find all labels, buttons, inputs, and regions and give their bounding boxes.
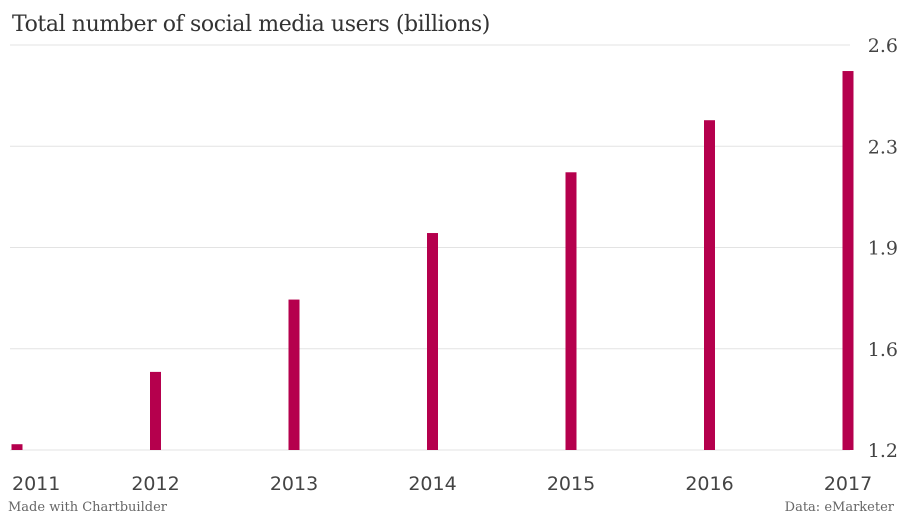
x-tick-label: 2011: [12, 473, 60, 495]
bar-2013: [288, 299, 300, 450]
x-tick-label: 2012: [131, 473, 179, 495]
x-tick-label: 2015: [547, 473, 595, 495]
bar-2015: [565, 172, 577, 451]
y-tick-label: 1.6: [868, 339, 898, 361]
y-tick-label: 2.6: [868, 35, 898, 57]
x-tick-label: 2016: [685, 473, 733, 495]
y-tick-label: 2.3: [868, 136, 898, 158]
data-source: Data: eMarketer: [784, 500, 894, 515]
x-tick-label: 2013: [270, 473, 318, 495]
bar-2011: [11, 444, 23, 450]
x-tick-label: 2017: [824, 473, 872, 495]
bar-2014: [427, 233, 438, 450]
y-tick-label: 1.9: [868, 238, 898, 260]
bar-2017: [842, 71, 854, 451]
bar-2012: [150, 371, 161, 450]
chartbuilder-credit: Made with Chartbuilder: [8, 500, 167, 515]
bar-2016: [704, 120, 715, 450]
x-tick-label: 2014: [408, 473, 456, 495]
chart-title: Total number of social media users (bill…: [12, 12, 490, 37]
y-tick-label: 1.2: [868, 440, 898, 462]
